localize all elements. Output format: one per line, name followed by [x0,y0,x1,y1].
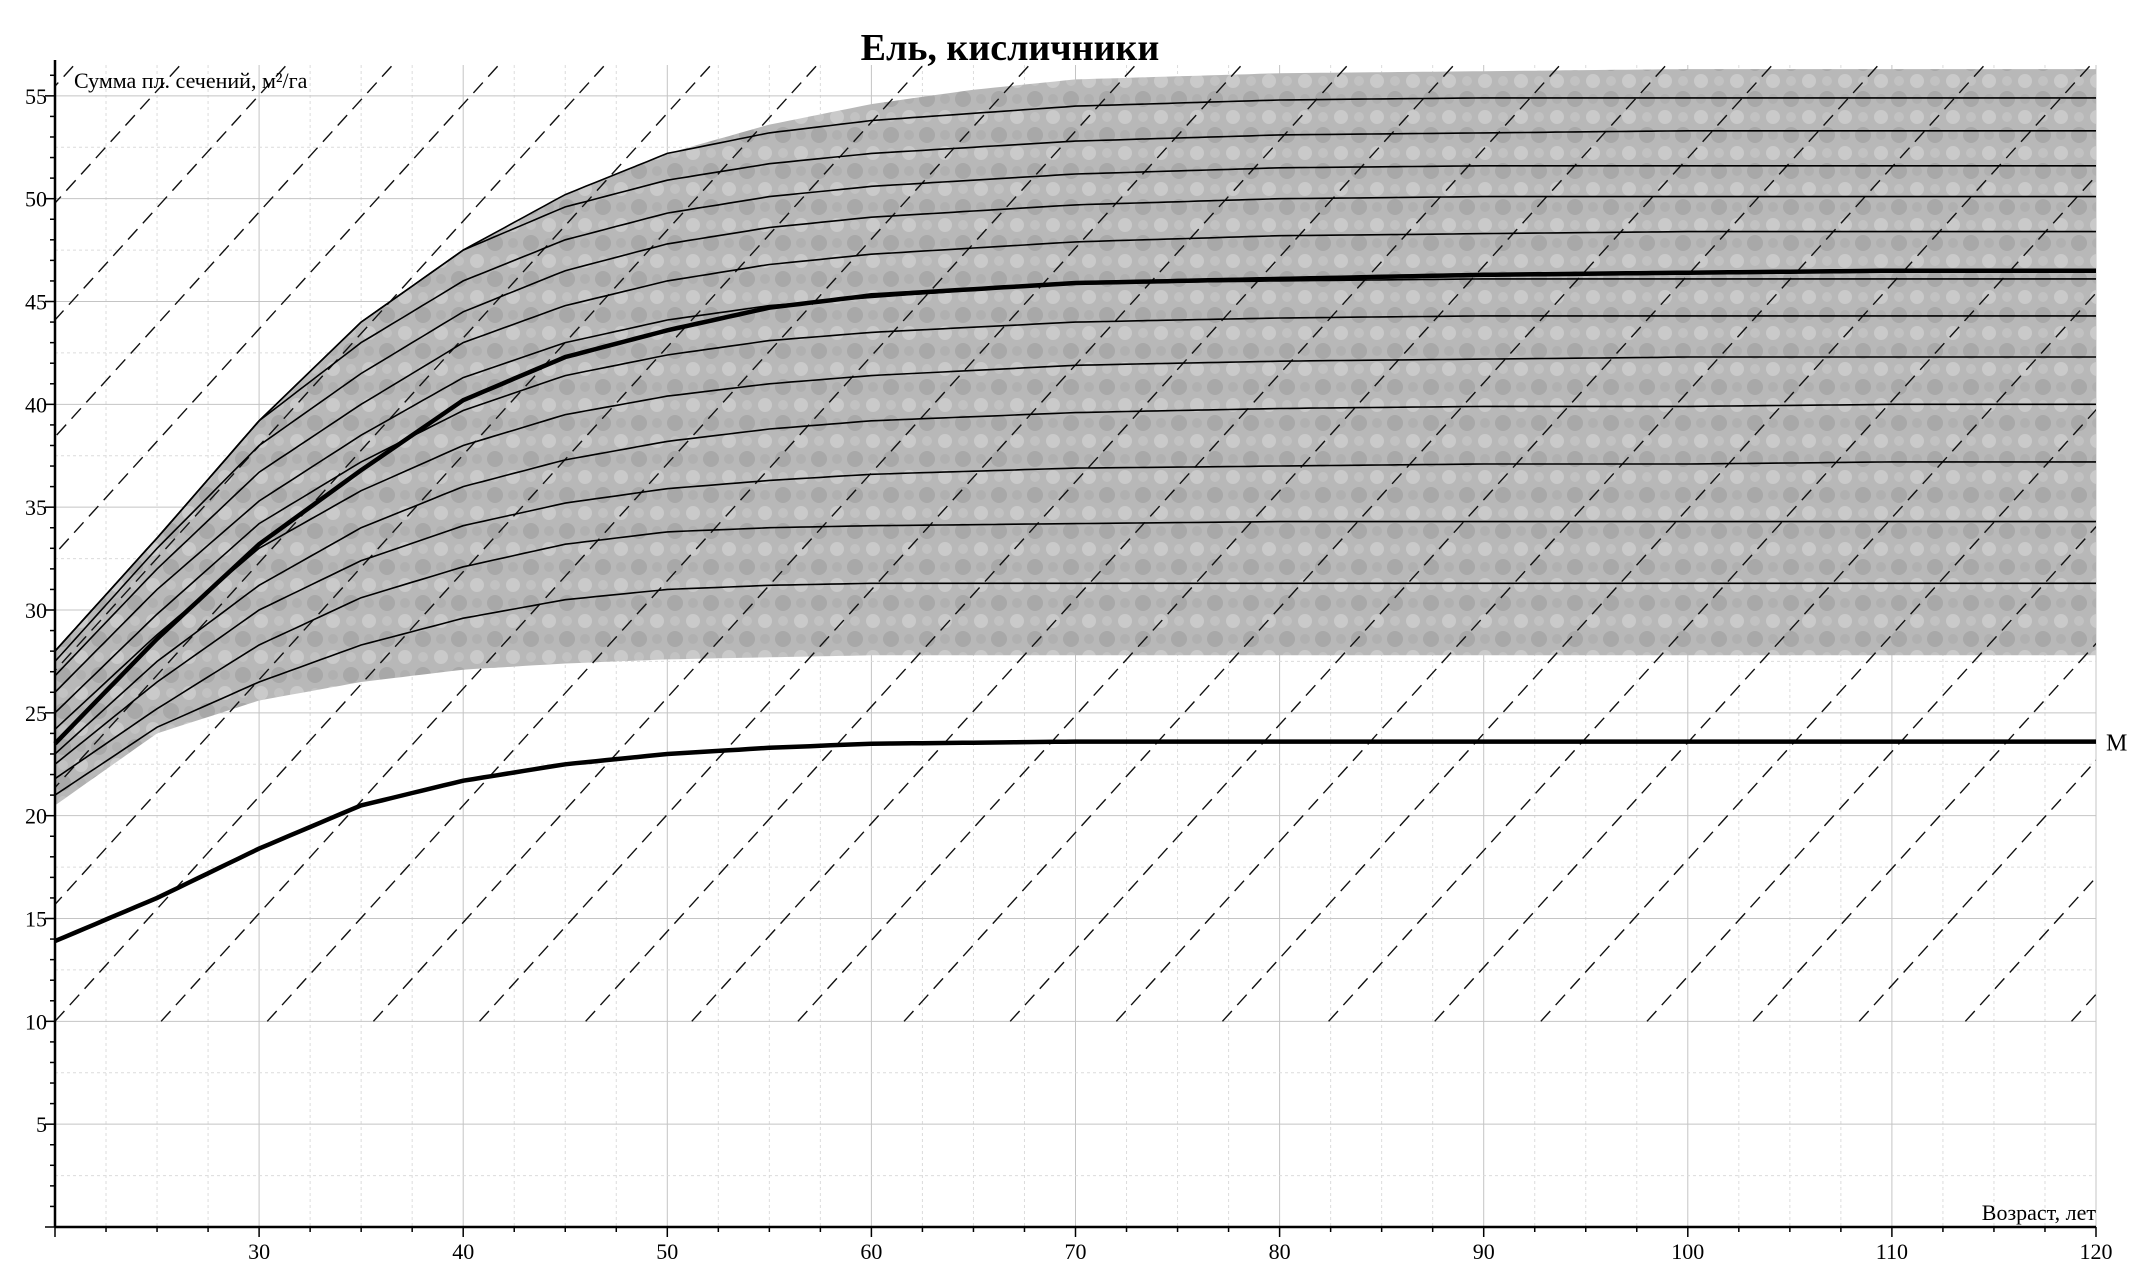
y-tick-label: 5 [36,1112,47,1137]
series-line-2 [54,520,2096,780]
y-tick-label: 20 [25,804,47,829]
y-tick-label: 40 [25,392,47,417]
series-lines: M [53,97,2127,944]
dashed-lines [55,65,2096,1022]
x-axis-label: Возраст, лет [1982,1200,2097,1225]
series-line-14 [54,739,2096,944]
series-label-M: M [2106,731,2127,757]
dashed-guide [1009,65,1880,1022]
y-tick-label: 35 [25,495,47,520]
y-tick-label: 50 [25,187,47,212]
y-tick-label: 55 [25,84,47,109]
dashed-guide [1328,175,2096,1022]
x-tick-label: 50 [656,1239,678,1264]
dashed-guide [691,65,1562,1022]
y-tick-label: 45 [25,290,47,315]
series-line-3 [54,461,2096,765]
x-tick-label: 60 [860,1239,882,1264]
x-tick-label: 70 [1065,1239,1087,1264]
series-line-10 [54,165,2096,652]
x-tick-label: 100 [1671,1239,1704,1264]
y-tick-label: 15 [25,907,47,932]
dashed-guide [55,65,288,322]
x-tick-label: 110 [1876,1239,1908,1264]
x-tick-label: 30 [248,1239,270,1264]
dashed-guide [1115,65,1986,1022]
series-line-4 [54,403,2096,755]
x-tick-label: 90 [1473,1239,1495,1264]
y-axis-label: Сумма пл. сечений, м²/га [74,68,308,93]
dashed-guide [372,65,1243,1022]
series-line-5 [54,356,2096,730]
x-tick-label: 120 [2080,1239,2113,1264]
dashed-guide [55,65,606,672]
dashed-guide [585,65,1455,1022]
series-line-1 [54,582,2096,796]
dashed-guide [903,65,1774,1022]
dashed-guide [797,65,1668,1022]
series-line-8 [54,230,2096,677]
dashed-guide [266,65,1137,1022]
x-tick-label: 40 [452,1239,474,1264]
dashed-guide [55,65,712,789]
dashed-guide [479,65,1349,1022]
chart-title: Ель, кисличники [861,27,1160,69]
series-line-9 [54,195,2096,662]
dashed-guide [1221,65,2092,1022]
axes: 5 10 15 20 25 30 35 40 45 50 55 30 40 50 60 70 80 90 100 11… [25,60,2113,1264]
x-tick-label: 80 [1269,1239,1291,1264]
dashed-guide [55,65,925,1022]
dashed-guide [55,65,394,438]
series-line-13 [53,268,2096,746]
y-tick-label: 30 [25,598,47,623]
dashed-guide [55,65,819,906]
y-tick-label: 25 [25,701,47,726]
y-tick-label: 10 [25,1009,47,1034]
dashed-guide [55,65,500,555]
series-line-12 [54,97,2096,652]
